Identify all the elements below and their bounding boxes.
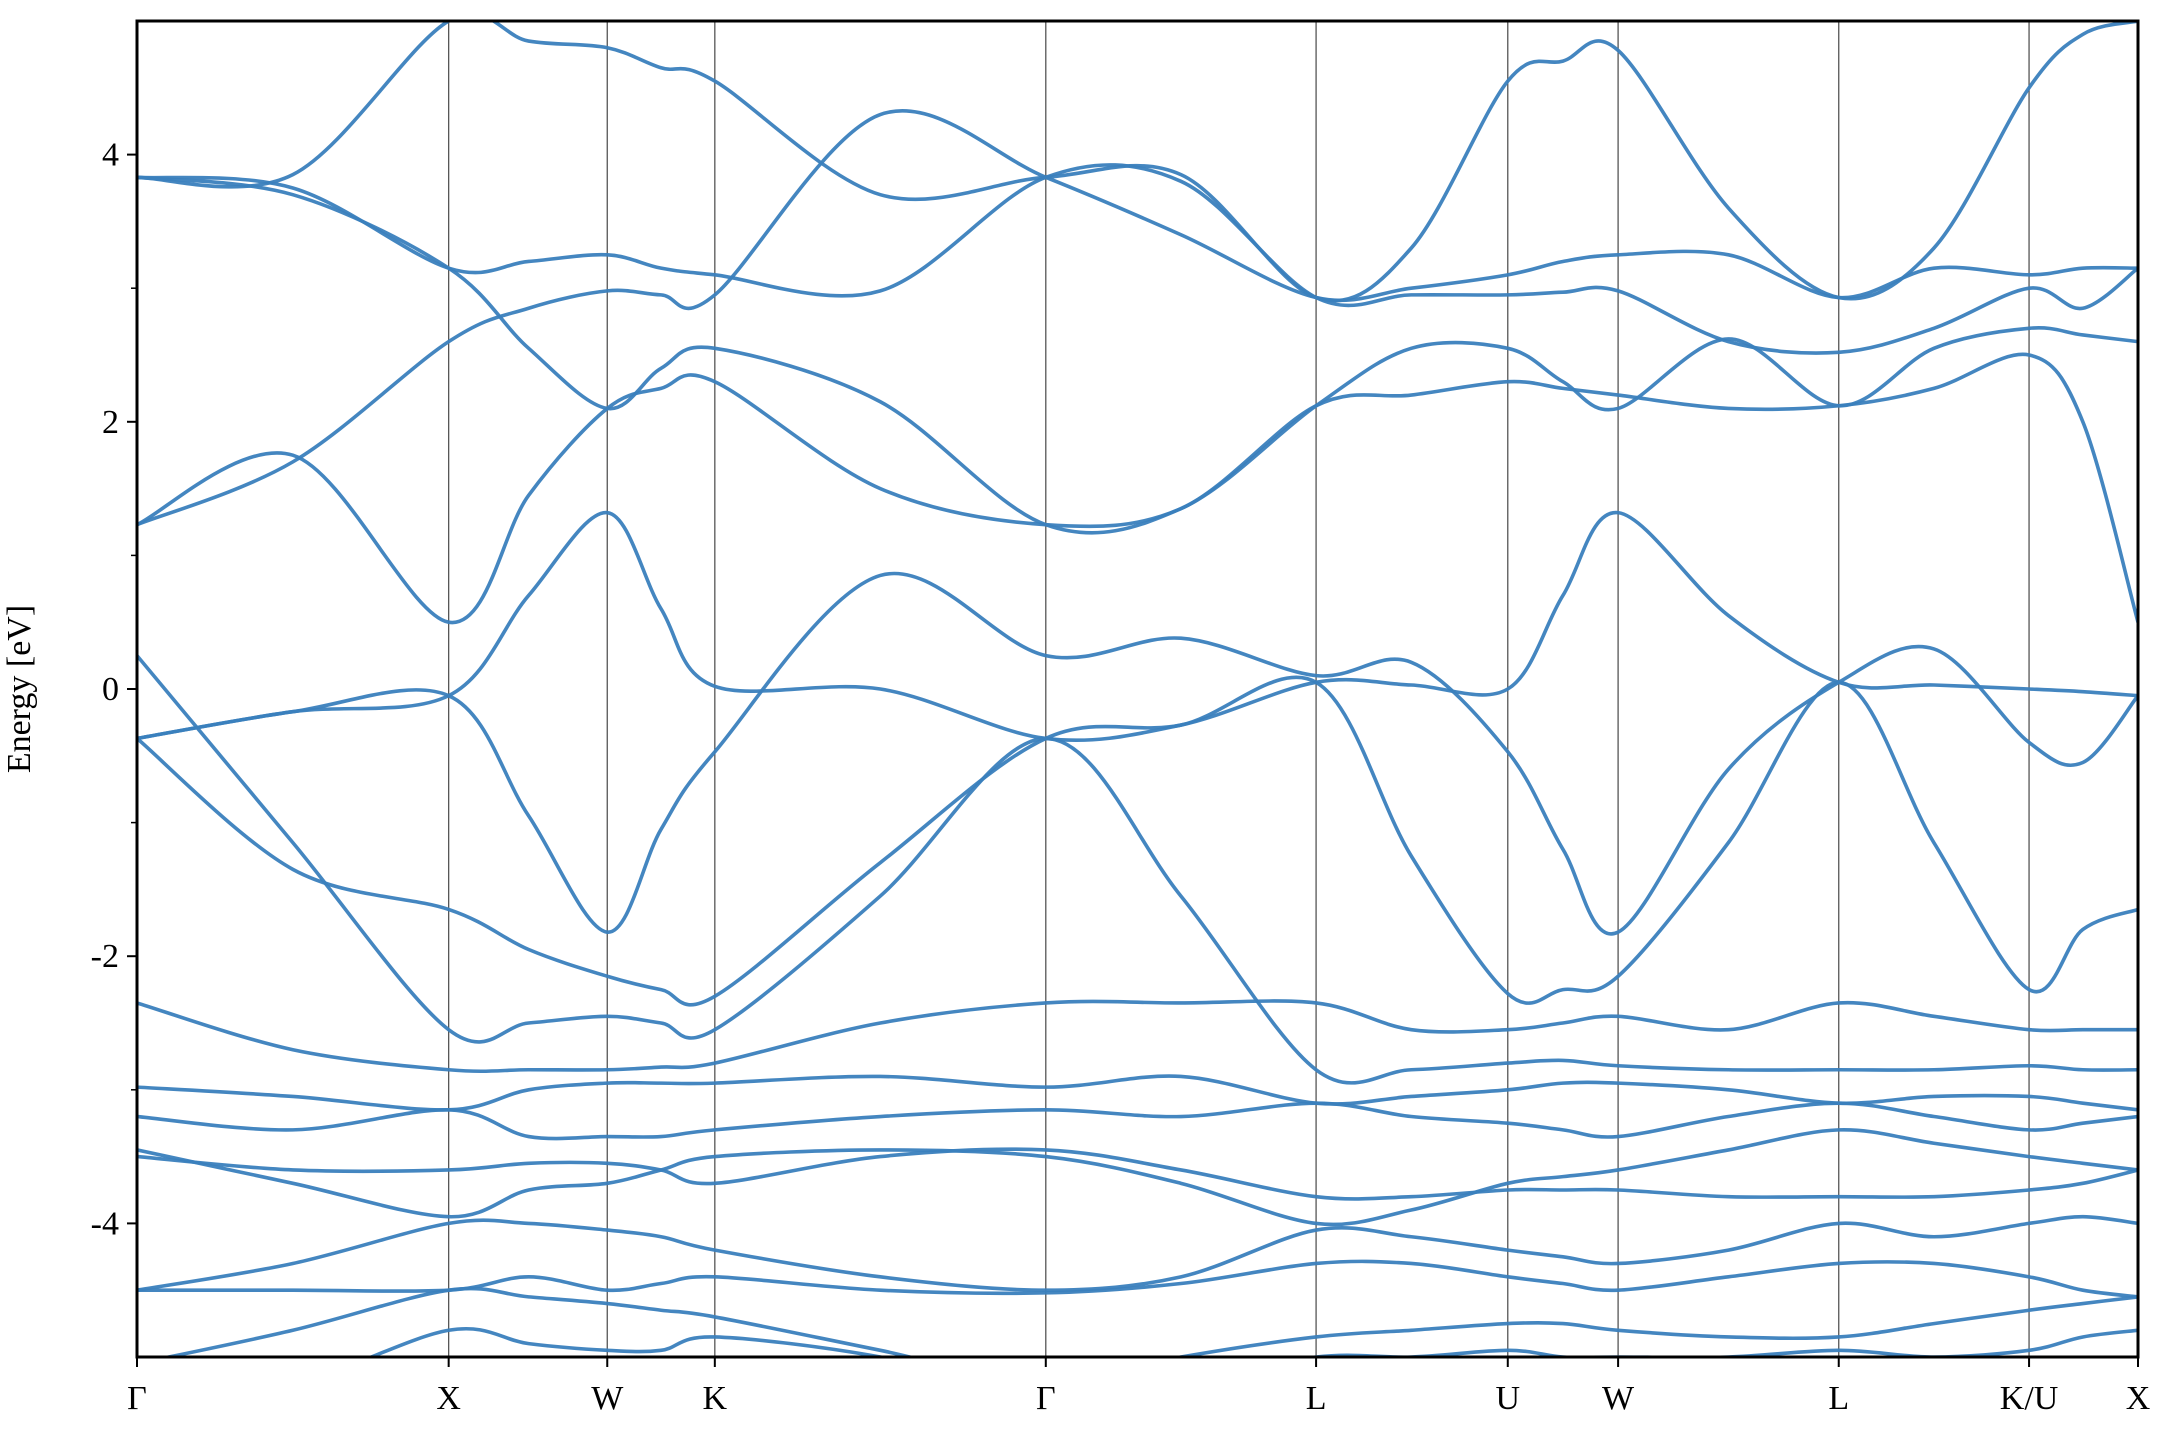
x-tick-label: L <box>1828 1380 1849 1417</box>
axis-layer: Γ X W K Γ L U W L K/U X -4 -2 0 2 4 <box>91 137 2151 1417</box>
x-tick-label: W <box>591 1380 624 1417</box>
band-line <box>137 571 2138 936</box>
x-tick-label: Γ <box>127 1380 147 1417</box>
band-line <box>137 1214 2138 1292</box>
y-tick-label: -2 <box>91 938 119 975</box>
band-line <box>137 108 2138 527</box>
x-tick-label: Γ <box>1036 1380 1056 1417</box>
x-tick-label: K/U <box>2000 1380 2059 1417</box>
band-line <box>137 653 2138 1085</box>
band-layer <box>137 21 2138 1357</box>
band-line <box>137 1128 2138 1227</box>
band-line <box>137 675 2138 1007</box>
x-tick-label: X <box>2126 1380 2151 1417</box>
band-line <box>137 175 2138 535</box>
band-line <box>137 1259 2138 1299</box>
band-line <box>366 1326 2138 1357</box>
x-tick-label: X <box>436 1380 461 1417</box>
band-line <box>137 1101 2138 1141</box>
grid-layer <box>136 21 2139 1357</box>
band-line <box>137 1147 2138 1201</box>
x-tick-label: L <box>1306 1380 1327 1417</box>
plot-frame <box>135 19 2140 1359</box>
y-axis-label: Energy [eV] <box>1 605 38 773</box>
y-tick-label: -4 <box>91 1205 119 1242</box>
x-tick-label: K <box>703 1380 728 1417</box>
band-line <box>137 352 2138 625</box>
band-line <box>137 21 2138 303</box>
y-tick-label: 4 <box>102 137 119 174</box>
band-line <box>137 999 2138 1074</box>
y-tick-label: 2 <box>102 404 119 441</box>
band-line <box>137 510 2138 742</box>
band-line <box>160 1286 2138 1357</box>
x-tick-label: W <box>1602 1380 1635 1417</box>
x-tick-label: U <box>1495 1380 1520 1417</box>
y-tick-label: 0 <box>102 671 119 708</box>
